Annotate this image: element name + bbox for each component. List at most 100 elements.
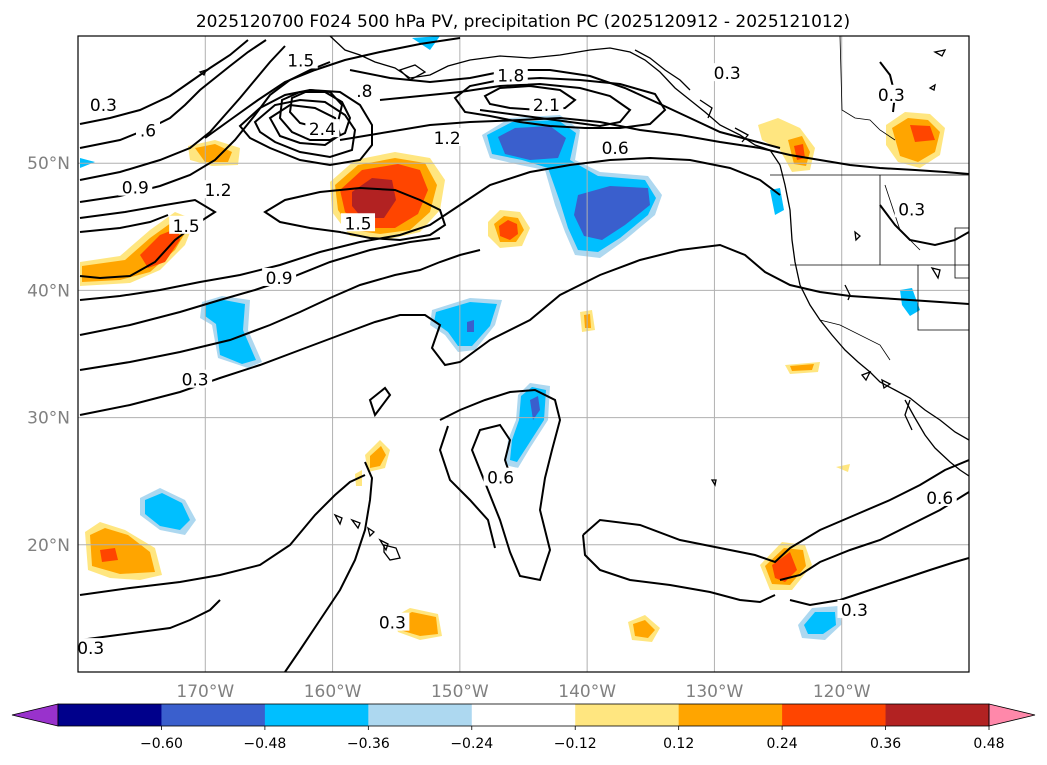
precip-positive-region — [633, 620, 655, 638]
contour-label: 0.3 — [90, 96, 117, 116]
colorbar-segment — [885, 704, 990, 726]
contour-label-halo — [305, 119, 340, 138]
contour-label-halo — [375, 612, 410, 631]
colorbar-extend-low — [11, 703, 59, 727]
colorbar-segment — [782, 704, 887, 726]
longitude-axis: 170°W 160°W 150°W 140°W 130°W 120°W — [176, 682, 870, 702]
lat-tick-label: 20°N — [27, 536, 70, 556]
colorbar-segment — [471, 704, 576, 726]
contour-label: 0.3 — [898, 200, 925, 220]
precip-positive-region — [140, 228, 180, 268]
lat-tick-label: 40°N — [27, 281, 70, 301]
colorbar-segment — [161, 704, 266, 726]
precip-negative-region — [434, 302, 497, 346]
lon-tick-label: 120°W — [813, 682, 871, 702]
contour-label-halo — [341, 213, 376, 232]
contour-label: 1.5 — [345, 214, 372, 234]
colorbar-tick-label: 0.12 — [663, 736, 694, 752]
contour-label-halo — [598, 138, 633, 157]
contour-label: 0.6 — [487, 469, 514, 489]
contour-label-halo — [201, 180, 236, 199]
contour-labels: 1.51.20.9.60.31.5.82.4 1.21.82.10.60.30.3… — [77, 50, 957, 659]
precip-positive-region — [772, 552, 797, 582]
contour-label-halo — [169, 215, 204, 234]
latitude-axis: 50°N 40°N 30°N 20°N — [27, 154, 70, 556]
contour-label-halo — [894, 199, 929, 218]
precip-positive-region — [836, 464, 850, 472]
contour-label: .6 — [140, 121, 156, 141]
colorbar-segment — [368, 704, 473, 726]
colorbar-frame — [57, 703, 990, 727]
contour-label: .8 — [356, 82, 372, 102]
precip-negative-region — [467, 320, 474, 332]
colorbar-tick-label: −0.24 — [450, 736, 493, 752]
colorbar-segment — [58, 704, 162, 726]
colorbar-tick-label: 0.36 — [870, 736, 901, 752]
colorbar-segment — [575, 704, 680, 726]
precip-positive-region — [90, 528, 155, 574]
contour-label-halo — [483, 467, 518, 486]
lon-tick-label: 150°W — [431, 682, 489, 702]
precip-negative-region — [770, 188, 784, 215]
lon-tick-label: 140°W — [558, 682, 616, 702]
precip-negative-region — [574, 186, 650, 240]
colorbar-tick-label: 0.24 — [767, 736, 798, 752]
precip-negative-region — [900, 288, 920, 316]
contour-label: 1.5 — [287, 51, 314, 71]
contour-label-halo — [837, 599, 872, 618]
precip-negative-region — [498, 126, 566, 160]
contour-label: 1.2 — [434, 129, 461, 149]
contour-label-halo — [430, 128, 465, 147]
precip-positive-region — [790, 364, 814, 371]
map-frame — [77, 35, 970, 673]
contour-label: 0.3 — [379, 614, 406, 634]
contour-label-halo — [178, 369, 213, 388]
coastlines — [198, 36, 969, 561]
colorbar-tick-label: 0.48 — [973, 736, 1004, 752]
contour-label-halo — [529, 94, 564, 113]
precip-negative-region — [205, 300, 256, 364]
contour-label: 0.9 — [122, 179, 149, 199]
precip-positive-region — [100, 548, 118, 562]
lon-tick-label: 130°W — [686, 682, 744, 702]
colorbar: −0.60 −0.48 −0.36 −0.24 −0.12 0.12 0.24 0.36 0.4… — [11, 703, 1036, 752]
figure-title: 2025120700 F024 500 hPa PV, precipitatio… — [196, 12, 850, 32]
colorbar-tick-label: −0.60 — [140, 736, 183, 752]
precip-positive-region — [499, 220, 518, 240]
contour-label-halo — [710, 63, 745, 82]
precip-negative-region — [145, 493, 190, 530]
lon-tick-label: 160°W — [304, 682, 362, 702]
contour-label-halo — [118, 177, 153, 196]
colorbar-segment — [678, 704, 783, 726]
contour-label: 0.6 — [602, 139, 629, 159]
lon-tick-label: 170°W — [176, 682, 234, 702]
contour-label: 0.9 — [266, 269, 293, 289]
contour-label: 0.3 — [878, 86, 905, 106]
contour-label: 0.3 — [714, 64, 741, 84]
contour-label: 0.3 — [182, 371, 209, 391]
contour-label-halo — [874, 84, 909, 103]
contour-label: 1.2 — [204, 181, 231, 201]
precip-negative-region — [530, 396, 540, 420]
contour-label-halo — [262, 267, 297, 286]
contour-label-halo — [136, 120, 161, 139]
precip-positive-region — [910, 125, 935, 142]
contour-label-halo — [352, 80, 377, 99]
colorbar-extend-high — [988, 703, 1036, 727]
precip-negative-region — [804, 612, 836, 634]
contour-label-halo — [283, 50, 318, 69]
contour-label-halo — [922, 488, 957, 507]
contour-label: 0.3 — [77, 639, 104, 659]
contour-label-halo — [78, 638, 108, 657]
contour-label: 1.8 — [497, 67, 524, 87]
colorbar-tick-label: −0.48 — [243, 736, 286, 752]
contour-label: 0.3 — [841, 601, 868, 621]
contour-label: 0.6 — [926, 489, 953, 509]
political-borders — [770, 36, 969, 361]
contour-label: 1.5 — [173, 217, 200, 237]
precip-positive-region — [370, 446, 386, 468]
colorbar-segment — [264, 704, 369, 726]
colorbar-tick-label: −0.36 — [347, 736, 390, 752]
map-area: 1.51.20.9.60.31.5.82.4 1.21.82.10.60.30.3… — [77, 35, 970, 673]
